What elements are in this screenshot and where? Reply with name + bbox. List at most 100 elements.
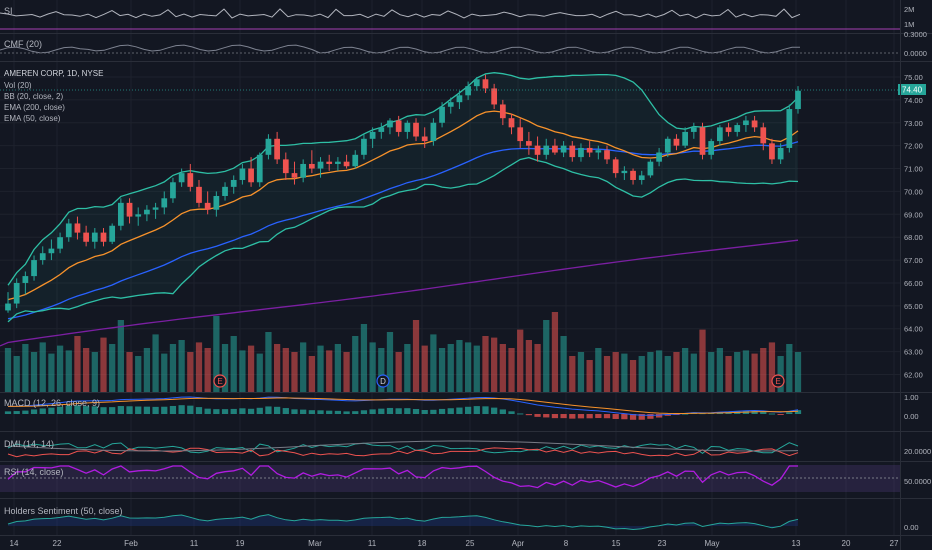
candlestick bbox=[378, 122, 385, 139]
price-axis-label: 72.00 bbox=[904, 142, 923, 151]
cmf-axis-label-high: 0.3000 bbox=[904, 30, 927, 39]
candle-body bbox=[369, 131, 376, 139]
candle-body bbox=[769, 143, 775, 160]
candlestick bbox=[74, 216, 81, 240]
candle-body bbox=[57, 237, 63, 249]
time-axis-label: May bbox=[704, 539, 719, 548]
candlestick bbox=[621, 166, 628, 180]
earnings-marker[interactable]: E bbox=[771, 374, 785, 388]
candlestick bbox=[369, 127, 376, 148]
candlestick bbox=[447, 97, 454, 114]
time-axis-label: 25 bbox=[466, 539, 475, 548]
time-axis-label: 18 bbox=[418, 539, 427, 548]
volume-bar bbox=[221, 344, 229, 392]
candlestick bbox=[204, 191, 211, 215]
volume-bar bbox=[473, 345, 480, 392]
candle-body bbox=[387, 120, 393, 128]
price-axis-label: 73.00 bbox=[904, 119, 923, 128]
volume-bar bbox=[195, 342, 203, 392]
price-axis-label: 70.00 bbox=[904, 187, 923, 196]
macd-histogram-bar bbox=[560, 414, 567, 419]
candle-body bbox=[508, 118, 515, 128]
macd-histogram-bar bbox=[135, 406, 142, 414]
macd-histogram-bar bbox=[195, 407, 203, 414]
time-axis[interactable]: 14 22 Feb 11 19 Mar 11 18 25 Apr 8 15 23 May 13 20 27 bbox=[10, 539, 899, 548]
macd-histogram-bar bbox=[751, 410, 758, 414]
cmf-pane[interactable]: CMF (20) 0.3000 0.0000 bbox=[0, 30, 927, 58]
dividend-marker-label: D bbox=[380, 377, 386, 386]
candlestick bbox=[751, 115, 758, 132]
volume-bar bbox=[508, 348, 515, 392]
volume-bar bbox=[560, 336, 567, 392]
volume-bar bbox=[673, 352, 680, 392]
dmi-plus-line bbox=[7, 442, 799, 455]
candlestick bbox=[117, 198, 124, 231]
dividend-marker[interactable]: D bbox=[376, 374, 390, 388]
price-axis-label: 68.00 bbox=[904, 233, 923, 242]
earnings-marker[interactable]: E bbox=[213, 374, 227, 388]
candlestick bbox=[57, 232, 63, 254]
volume-bar bbox=[300, 342, 307, 392]
macd-histogram-bar bbox=[378, 408, 385, 414]
candlestick bbox=[395, 115, 402, 137]
candlestick bbox=[91, 228, 98, 249]
candle-body bbox=[517, 127, 524, 142]
time-axis-label: 8 bbox=[564, 539, 569, 548]
macd-histogram-bar bbox=[595, 414, 602, 419]
macd-histogram-bar bbox=[282, 408, 289, 414]
macd-histogram-bar bbox=[161, 406, 168, 414]
volume-bar bbox=[117, 320, 124, 392]
volume-bar bbox=[187, 352, 194, 392]
macd-axis-label-0: 0.00 bbox=[904, 412, 919, 421]
dmi-pane[interactable]: DMI (14, 14) 20.0000 bbox=[4, 439, 931, 458]
candlestick bbox=[456, 90, 463, 110]
candle-body bbox=[647, 161, 654, 176]
volume-bar bbox=[22, 344, 29, 392]
macd-histogram-bar bbox=[91, 406, 98, 414]
candle-body bbox=[222, 186, 228, 196]
candle-body bbox=[395, 120, 402, 132]
price-axis[interactable]: 75.00 74.00 73.00 72.00 71.00 70.00 69.00 68.00… bbox=[904, 73, 923, 380]
candlestick bbox=[274, 131, 280, 164]
macd-pane[interactable]: MACD (12, 26, close, 9) 1.00 0.00 bbox=[4, 393, 919, 421]
candlestick bbox=[317, 157, 324, 178]
candlestick bbox=[282, 152, 289, 180]
candle-body bbox=[343, 161, 350, 167]
main-pane[interactable]: AMEREN CORP, 1D, NYSE Vol (20) BB (20, c… bbox=[0, 69, 926, 392]
candle-body bbox=[378, 127, 385, 132]
candlestick bbox=[673, 134, 680, 151]
candle-body bbox=[795, 90, 801, 110]
volume-bar bbox=[308, 356, 315, 392]
candlestick bbox=[421, 127, 428, 148]
candle-body bbox=[282, 159, 289, 174]
macd-histogram-bar bbox=[421, 409, 428, 414]
volume-bar bbox=[690, 353, 697, 392]
macd-histogram-bar bbox=[204, 408, 211, 414]
dmi-axis-label: 20.0000 bbox=[904, 447, 931, 456]
candlestick bbox=[387, 118, 393, 135]
candle-body bbox=[413, 122, 419, 137]
macd-histogram-bar bbox=[577, 414, 585, 419]
holders-sentiment-pane[interactable]: Holders Sentiment (50, close) 0.00 bbox=[4, 506, 919, 532]
volume-bar bbox=[543, 320, 550, 392]
candlestick bbox=[439, 102, 445, 128]
volume-bar bbox=[647, 352, 654, 392]
rsi-pane[interactable]: RSI (14, close) 50.0000 bbox=[0, 465, 931, 492]
candle-body bbox=[48, 248, 55, 254]
ema-50-line bbox=[7, 110, 799, 301]
rsi-label: RSI (14, close) bbox=[4, 467, 64, 477]
volume-bar bbox=[577, 352, 585, 392]
candlestick bbox=[647, 159, 654, 178]
candlestick bbox=[13, 278, 20, 309]
volume-bar bbox=[603, 356, 611, 392]
volume-bar bbox=[499, 344, 506, 392]
macd-histogram-bar bbox=[491, 407, 498, 414]
price-axis-label: 62.00 bbox=[904, 371, 923, 380]
candle-body bbox=[421, 136, 428, 142]
volume-bar bbox=[343, 352, 350, 392]
volume-bar bbox=[699, 329, 706, 392]
volume-bar bbox=[239, 350, 246, 392]
volume-bar bbox=[326, 350, 333, 392]
si-pane[interactable]: SI 2M 1M bbox=[0, 5, 914, 30]
